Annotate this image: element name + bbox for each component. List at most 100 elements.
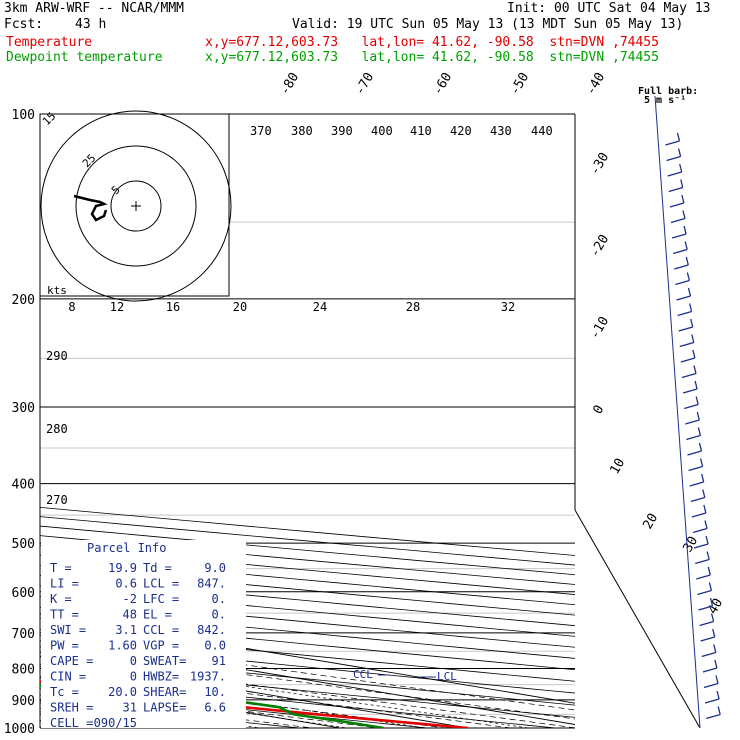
speed-axis-label: 16	[166, 300, 180, 314]
forecast-hours: 43 h	[75, 17, 107, 32]
wind-barb-flag	[707, 566, 711, 576]
theta-label: 440	[531, 124, 553, 138]
pressure-label: 800	[12, 662, 35, 677]
isotherm-label: 30	[680, 534, 701, 555]
parcel-info-cell: Td =	[143, 561, 172, 575]
wind-barb-shaft	[682, 388, 698, 394]
parcel-info-cell: 0.	[212, 592, 226, 606]
theta-label: 430	[490, 124, 512, 138]
wind-barb-flag	[701, 473, 705, 483]
wind-barb-shaft	[691, 512, 707, 518]
temperature-legend: Temperature	[6, 35, 93, 50]
wind-barb-shaft	[706, 713, 721, 720]
pressure-label: 500	[12, 537, 35, 552]
parcel-info-cell: LFC =	[143, 592, 179, 606]
parcel-info-title: Parcel Info	[87, 541, 166, 555]
parcel-info-cell: CAPE =	[50, 654, 93, 668]
hodograph-trace	[73, 194, 108, 222]
wind-barb-flag	[694, 380, 698, 390]
parcel-info-cell: 847.	[197, 577, 226, 591]
parcel-info-cell: HWBZ=	[143, 670, 179, 684]
wind-barb-flag	[710, 613, 715, 622]
wind-barb-flag	[702, 489, 706, 498]
parcel-info-cell: SHEAR=	[143, 685, 186, 699]
wind-barb-shaft	[690, 496, 705, 503]
wind-barb-flag	[698, 442, 703, 452]
barb-legend-label: Full barb:	[638, 86, 698, 97]
hodograph-ring	[40, 110, 232, 302]
wind-barb-flag	[713, 644, 717, 653]
wind-barb-flag	[680, 179, 684, 188]
parcel-info-cell: 20.0	[108, 685, 137, 699]
wind-barb-shaft	[697, 589, 712, 596]
wind-barb-shaft	[666, 155, 681, 162]
wind-barb-shaft	[698, 605, 713, 611]
isotherm-label: -40	[583, 70, 608, 98]
wind-barb-flag	[684, 241, 688, 250]
wind-barb-shaft	[673, 248, 688, 255]
wind-barb-shaft	[684, 403, 699, 410]
wind-barb-flag	[706, 551, 710, 560]
isotherm-label: -50	[507, 70, 532, 98]
parcel-info-cell: 0	[130, 670, 137, 684]
wind-barb-shaft	[667, 171, 682, 177]
speed-axis-label: 32	[501, 300, 515, 314]
wind-barb-shaft	[703, 682, 719, 689]
theta-label: 270	[46, 493, 68, 507]
speed-axis-label: 8	[68, 300, 75, 314]
theta-label: 420	[450, 124, 472, 138]
wind-barb-flag	[704, 520, 708, 529]
parcel-info-cell: LAPSE=	[143, 701, 186, 715]
wind-barb-shaft	[688, 465, 703, 472]
wind-barb-shaft	[678, 326, 693, 332]
parcel-info-cell: 0	[130, 654, 137, 668]
wind-barb-shaft	[679, 341, 694, 348]
parcel-info-cell: 0.6	[115, 577, 137, 591]
wind-barb-flag	[697, 427, 702, 436]
wind-barb-shaft	[671, 233, 687, 239]
wind-barb-shaft	[680, 357, 696, 363]
hodograph-ring	[110, 180, 162, 232]
wind-barb-shaft	[681, 372, 697, 379]
wind-barb-shaft	[702, 667, 718, 673]
wind-barb-shaft	[668, 186, 683, 193]
hodograph-box	[39, 113, 230, 297]
wind-barb-shaft	[669, 202, 685, 208]
wind-barb-shaft	[693, 543, 709, 549]
parcel-info-cell: SWEAT=	[143, 654, 186, 668]
isotherm-label: -60	[430, 70, 455, 98]
wind-barb-flag	[686, 272, 691, 281]
dry-adiabat	[40, 535, 575, 585]
parcel-info-cell: 31	[123, 701, 137, 715]
wind-barb-shaft	[704, 698, 720, 704]
forecast-label: Fcst:	[4, 17, 44, 32]
theta-label: 370	[250, 124, 272, 138]
parcel-info-cell: 19.9	[108, 561, 137, 575]
parcel-info-cell: SREH =	[50, 701, 93, 715]
parcel-info-cell: 1.60	[108, 639, 137, 653]
wind-barb-flag	[696, 411, 700, 421]
wind-barb-flag	[716, 690, 720, 700]
speed-axis-label: 20	[233, 300, 247, 314]
wind-barb-flag	[679, 163, 683, 173]
parcel-info-cell: CCL =	[143, 623, 179, 637]
isotherm-label: 10	[607, 456, 628, 477]
parcel-info-cell: 842.	[197, 623, 226, 637]
moist-adiabat	[40, 656, 575, 728]
parcel-info-cell: 9.0	[204, 561, 226, 575]
moist-adiabat	[40, 636, 575, 711]
wind-barb-flag	[712, 628, 716, 638]
pressure-label: 200	[12, 293, 35, 308]
wind-barb-flag	[715, 675, 719, 684]
dry-adiabat	[40, 652, 575, 706]
wind-barb-shaft	[675, 279, 690, 286]
pressure-label: 600	[12, 586, 35, 601]
init-time: Init: 00 UTC Sat 04 May 13	[507, 1, 711, 16]
wind-barb-shaft	[689, 481, 704, 487]
theta-label: 390	[331, 124, 353, 138]
wind-barb-flag	[709, 597, 714, 607]
pressure-label: 900	[12, 694, 35, 709]
isotherm-label: -10	[587, 314, 612, 342]
isotherm-label: 0	[590, 403, 607, 417]
dry-adiabat	[0, 114, 39, 740]
